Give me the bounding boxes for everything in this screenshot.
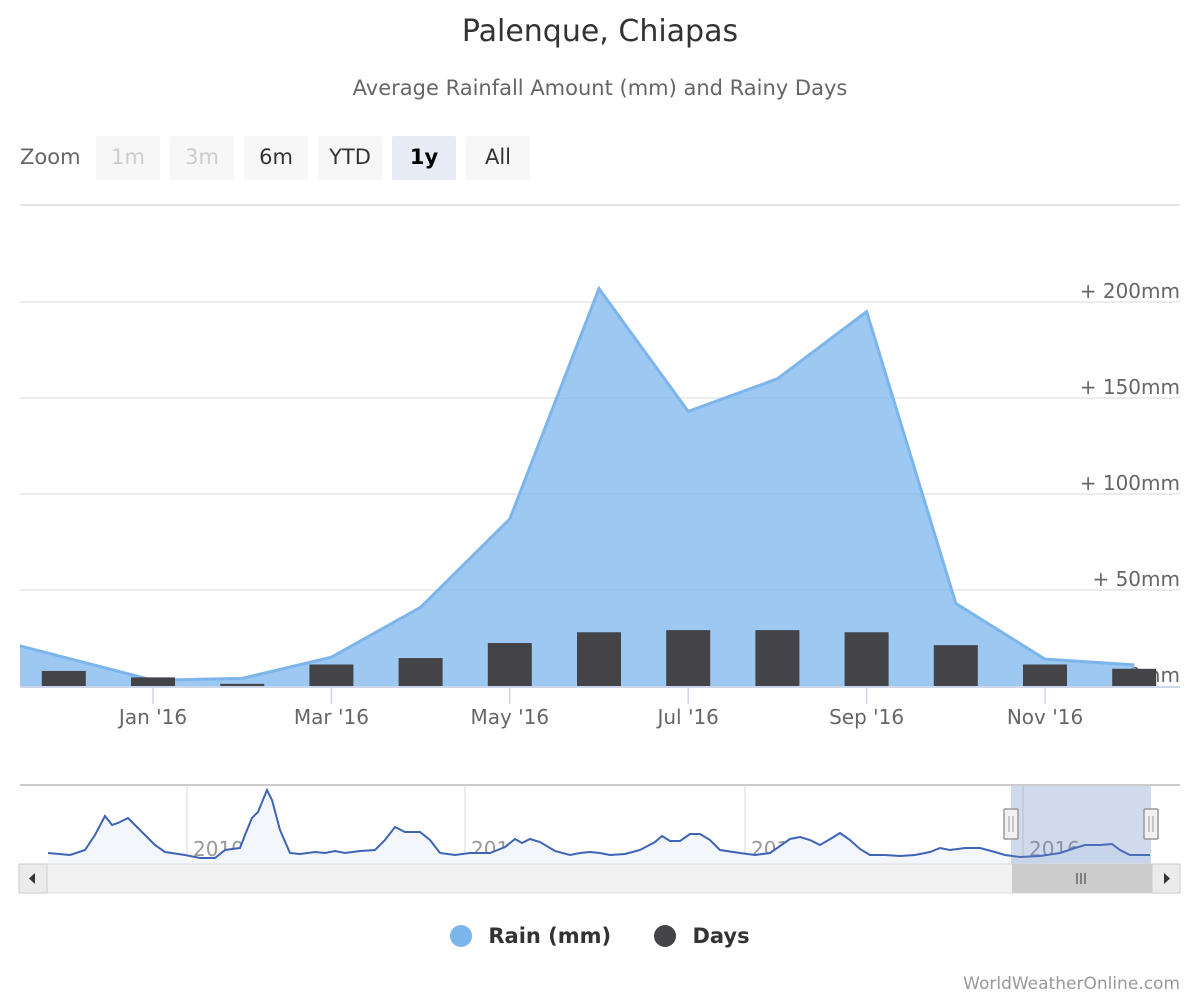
- rain-legend-dot-icon: [450, 925, 473, 947]
- zoom-button-ytd[interactable]: YTD: [318, 136, 382, 180]
- days-bar: [666, 630, 711, 686]
- legend-item-days[interactable]: Days: [654, 924, 750, 948]
- zoom-label: Zoom: [20, 145, 81, 169]
- navigator-handle[interactable]: [1003, 808, 1019, 840]
- x-tick-label: Sep '16: [829, 705, 904, 729]
- x-tick-label: Nov '16: [1007, 705, 1083, 729]
- days-bar: [933, 645, 978, 686]
- navigator-line: [47, 787, 1150, 859]
- chart-title: Palenque, Chiapas: [461, 14, 739, 49]
- zoom-button-1m[interactable]: 1m: [96, 136, 160, 180]
- legend-label-days: Days: [692, 924, 750, 948]
- x-tick-label: May '16: [470, 705, 549, 729]
- arrow-right-icon: [1164, 873, 1170, 884]
- days-bar: [844, 632, 889, 686]
- credit-link[interactable]: WorldWeatherOnline.com: [963, 974, 1180, 994]
- y-tick-label: + 200mm: [1080, 279, 1180, 303]
- zoom-button-6m[interactable]: 6m: [244, 136, 308, 180]
- days-bar: [577, 632, 621, 686]
- legend-item-rain[interactable]: Rain (mm): [450, 924, 611, 948]
- days-bar: [755, 630, 800, 686]
- days-bar: [398, 658, 443, 686]
- x-tick-label: Jan '16: [117, 705, 187, 729]
- navigator-handle[interactable]: [1143, 808, 1159, 840]
- legend-label-rain: Rain (mm): [488, 924, 612, 948]
- legend: Rain (mm) Days: [0, 924, 1200, 952]
- days-legend-dot-icon: [654, 925, 677, 947]
- zoom-button-1y[interactable]: 1y: [392, 136, 456, 180]
- days-bar: [487, 643, 532, 686]
- navigator[interactable]: 2010201220142016: [18, 784, 1181, 894]
- zoom-button-all[interactable]: All: [466, 136, 530, 180]
- days-bar: [220, 683, 265, 686]
- navigator-selection[interactable]: [1011, 786, 1151, 864]
- days-bar: [131, 677, 175, 686]
- x-tick-label: Jul '16: [655, 705, 718, 729]
- arrow-left-icon: [29, 873, 35, 884]
- y-tick-label: + 50mm: [1092, 567, 1180, 591]
- days-bar: [1112, 668, 1157, 686]
- days-bar: [309, 664, 354, 686]
- chart-subtitle: Average Rainfall Amount (mm) and Rainy D…: [352, 76, 848, 100]
- y-tick-label: + 100mm: [1080, 471, 1180, 495]
- y-tick-label: + 150mm: [1080, 375, 1180, 399]
- x-tick-label: Mar '16: [294, 705, 369, 729]
- zoom-button-3m[interactable]: 3m: [170, 136, 234, 180]
- rain-area: [20, 288, 1135, 686]
- days-bar: [41, 670, 86, 686]
- days-bar: [1023, 664, 1067, 686]
- navigator-scrollbar[interactable]: [18, 863, 1181, 894]
- scrollbar-thumb[interactable]: [1012, 864, 1152, 893]
